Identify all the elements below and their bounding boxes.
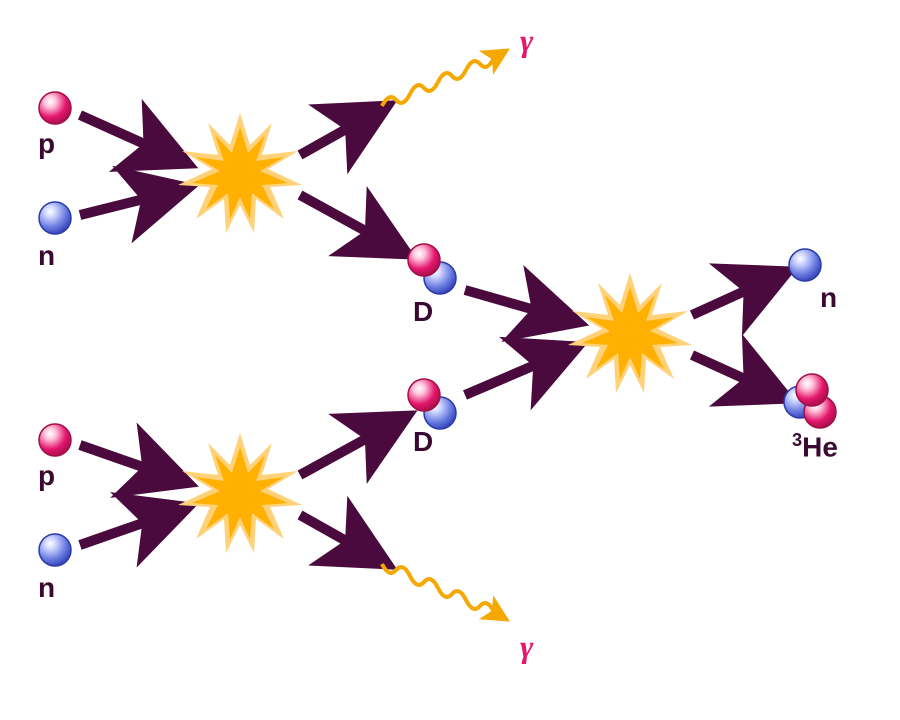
gamma-waves xyxy=(382,52,504,618)
label-n-out: n xyxy=(820,282,837,314)
arrow-star3-n xyxy=(692,275,780,315)
gamma-wave-top xyxy=(382,52,504,106)
arrow-Dbot-star3 xyxy=(465,350,570,395)
arrow-Dtop-star3 xyxy=(465,290,570,320)
arrow-star1-down xyxy=(300,195,400,250)
label-gamma-top: γ xyxy=(520,22,533,59)
collision-star-1 xyxy=(178,113,302,233)
arrow-star2-down xyxy=(300,515,380,560)
helium3 xyxy=(784,374,836,428)
proton-top xyxy=(39,92,71,124)
deuterium-top xyxy=(408,244,456,294)
label-p-top: p xyxy=(38,128,55,160)
neutron-out xyxy=(789,249,821,281)
arrow-group xyxy=(80,110,780,560)
arrow-star3-he xyxy=(692,355,780,395)
neutron-top xyxy=(39,202,71,234)
deuterium-bot xyxy=(408,379,456,429)
arrow-n-top xyxy=(80,190,180,215)
label-gamma-bot: γ xyxy=(520,628,533,665)
arrow-n-bot xyxy=(80,510,180,545)
arrow-p-bot xyxy=(80,445,180,480)
label-n-bot: n xyxy=(38,572,55,604)
label-p-bot: p xyxy=(38,460,55,492)
proton-bot xyxy=(39,424,71,456)
label-n-top: n xyxy=(38,240,55,272)
arrow-star1-up xyxy=(300,110,380,155)
collision-star-2 xyxy=(178,433,302,553)
gamma-wave-bot xyxy=(382,564,504,618)
collision-star-3 xyxy=(568,273,692,393)
label-He3: 3He xyxy=(792,430,838,463)
label-D-top: D xyxy=(413,296,433,328)
neutron-bot xyxy=(39,534,71,566)
fusion-diagram xyxy=(0,0,900,720)
arrow-p-top xyxy=(80,115,180,160)
label-D-bot: D xyxy=(413,426,433,458)
arrow-star2-up xyxy=(300,420,400,475)
